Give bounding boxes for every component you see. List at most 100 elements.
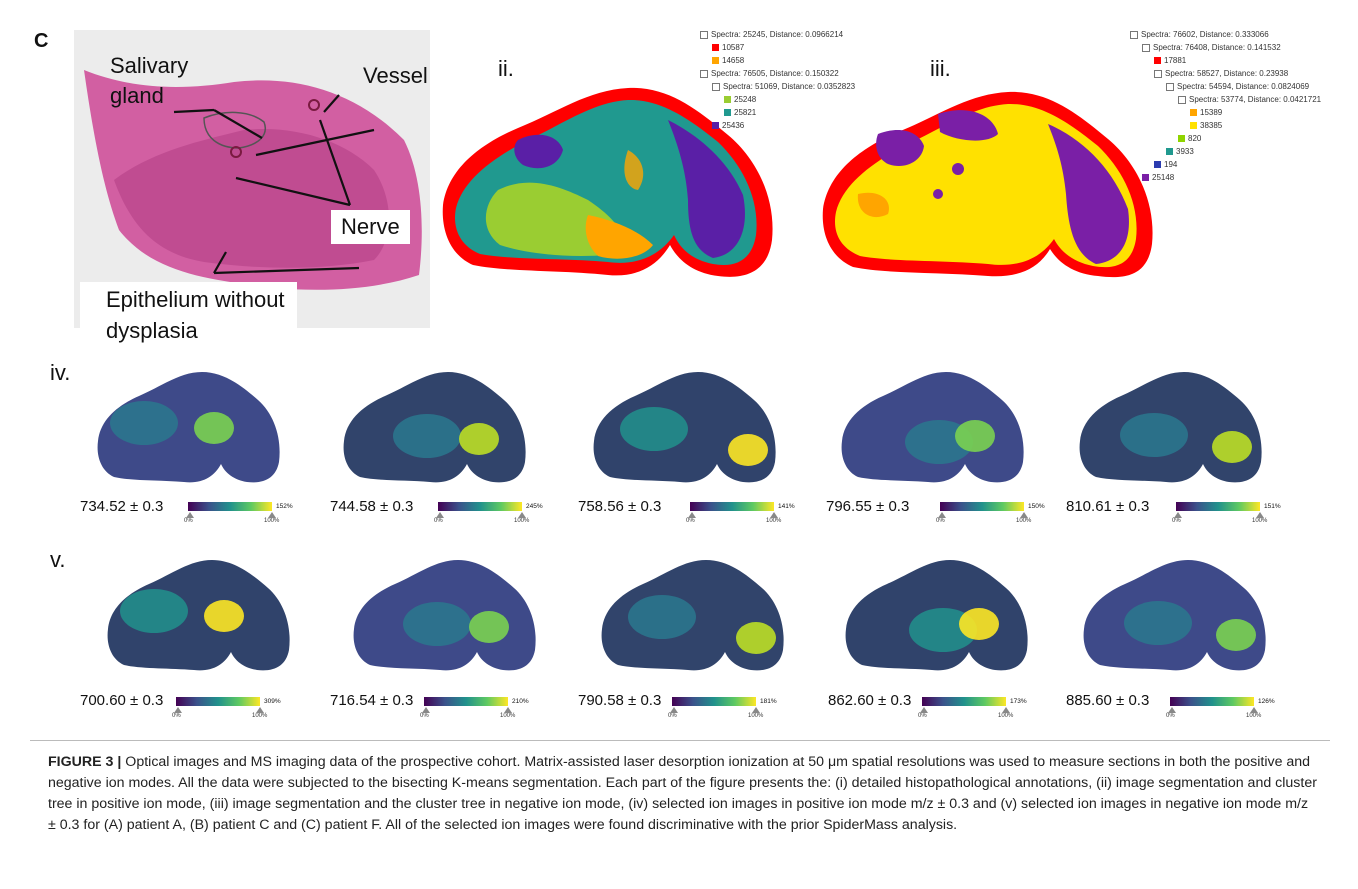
colorbar-marker-icon	[1020, 512, 1028, 518]
colorbar-marker-icon	[770, 512, 778, 518]
tree-iii-leaf-2: 15389	[1190, 106, 1222, 119]
color-swatch-icon	[712, 122, 719, 129]
ion-image	[842, 556, 1030, 674]
cluster-tree-positive: Spectra: 25245, Distance: 0.0966214 1058…	[700, 28, 900, 138]
colorbar	[424, 697, 508, 706]
tree-iii-node-3: Spectra: 58527, Distance: 0.23938	[1154, 67, 1288, 80]
colorbar-100-tick: 100%	[1252, 518, 1268, 524]
tree-ii-node-2: Spectra: 76505, Distance: 0.150322	[700, 67, 839, 80]
ion-image	[104, 556, 292, 674]
ion-mz-label: 758.56 ± 0.3	[578, 498, 662, 515]
tree-ii-leaf-4: 25821	[724, 106, 756, 119]
colorbar-marker-icon	[938, 512, 946, 518]
ion-image	[94, 368, 282, 486]
tree-iii-node-4: Spectra: 54594, Distance: 0.0824069	[1166, 80, 1309, 93]
colorbar-min-tick: 0%	[434, 518, 443, 524]
colorbar-max-label: 150%	[1028, 503, 1045, 510]
tree-iii-leaf-5: 3933	[1166, 145, 1194, 158]
tree-expander-icon	[1178, 95, 1186, 104]
tree-expander-icon	[1154, 69, 1162, 78]
colorbar	[176, 697, 260, 706]
colorbar	[922, 697, 1006, 706]
colorbar-marker-icon	[1002, 707, 1010, 713]
colorbar	[1170, 697, 1254, 706]
tree-ii-leaf-2: 14658	[712, 54, 744, 67]
ion-mz-label: 734.52 ± 0.3	[80, 498, 164, 515]
label-v: v.	[50, 547, 66, 572]
colorbar-100-tick: 100%	[500, 713, 516, 719]
label-iii: iii.	[930, 56, 951, 81]
colorbar	[188, 502, 272, 511]
annotation-salivary-gland: Salivary gland	[110, 51, 188, 111]
colorbar-marker-icon	[186, 512, 194, 518]
color-swatch-icon	[1190, 122, 1197, 129]
color-swatch-icon	[1178, 135, 1185, 142]
color-swatch-icon	[724, 96, 731, 103]
colorbar-marker-icon	[504, 707, 512, 713]
tree-ii-node-1: Spectra: 25245, Distance: 0.0966214	[700, 28, 843, 41]
label-iv: iv.	[50, 360, 71, 385]
colorbar-max-label: 245%	[526, 503, 543, 510]
tree-expander-icon	[700, 30, 708, 39]
color-swatch-icon	[1154, 161, 1161, 168]
annotation-epithelium-line2: dysplasia	[106, 318, 198, 343]
color-swatch-icon	[724, 109, 731, 116]
ion-image	[838, 368, 1026, 486]
color-swatch-icon	[1142, 174, 1149, 181]
annotation-vessel: Vessel	[363, 63, 428, 88]
colorbar-100-tick: 100%	[748, 713, 764, 719]
tree-iii-leaf-3: 38385	[1190, 119, 1222, 132]
colorbar-max-label: 152%	[276, 503, 293, 510]
color-swatch-icon	[1166, 148, 1173, 155]
ion-mz-label: 862.60 ± 0.3	[828, 692, 912, 709]
figure-caption: FIGURE 3 | Optical images and MS imaging…	[48, 752, 1318, 836]
colorbar-marker-icon	[670, 707, 678, 713]
color-swatch-icon	[1154, 57, 1161, 64]
colorbar-100-tick: 100%	[766, 518, 782, 524]
colorbar-max-label: 173%	[1010, 698, 1027, 705]
colorbar-marker-icon	[688, 512, 696, 518]
ion-mz-label: 700.60 ± 0.3	[80, 692, 164, 709]
colorbar	[690, 502, 774, 511]
colorbar-100-tick: 100%	[264, 518, 280, 524]
ion-mz-label: 796.55 ± 0.3	[826, 498, 910, 515]
ion-mz-label: 716.54 ± 0.3	[330, 692, 414, 709]
colorbar	[940, 502, 1024, 511]
colorbar-min-tick: 0%	[172, 713, 181, 719]
colorbar-marker-icon	[1250, 707, 1258, 713]
tree-expander-icon	[1130, 30, 1138, 39]
colorbar-max-label: 210%	[512, 698, 529, 705]
tree-iii-node-5: Spectra: 53774, Distance: 0.0421721	[1178, 93, 1321, 106]
tree-iii-leaf-4: 820	[1178, 132, 1201, 145]
ion-image	[590, 368, 778, 486]
tree-expander-icon	[700, 69, 708, 78]
histology-image	[74, 30, 430, 328]
ion-image	[350, 556, 538, 674]
colorbar-min-tick: 0%	[936, 518, 945, 524]
annotation-salivary-line2: gland	[110, 83, 164, 108]
tree-iii-node-2: Spectra: 76408, Distance: 0.141532	[1142, 41, 1281, 54]
tree-expander-icon	[1142, 43, 1150, 52]
colorbar-max-label: 181%	[760, 698, 777, 705]
caption-text: Optical images and MS imaging data of th…	[48, 754, 1317, 833]
colorbar	[672, 697, 756, 706]
colorbar-max-label: 126%	[1258, 698, 1275, 705]
colorbar-100-tick: 100%	[252, 713, 268, 719]
cluster-tree-negative: Spectra: 76602, Distance: 0.333066 Spect…	[1130, 28, 1340, 188]
tree-iii-leaf-6: 194	[1154, 158, 1177, 171]
colorbar-marker-icon	[1174, 512, 1182, 518]
ion-image	[1080, 556, 1268, 674]
color-swatch-icon	[712, 44, 719, 51]
colorbar-marker-icon	[256, 707, 264, 713]
label-ii: ii.	[498, 56, 514, 81]
segmentation-negative	[818, 84, 1158, 280]
tree-iii-leaf-1: 17881	[1154, 54, 1186, 67]
colorbar-100-tick: 100%	[998, 713, 1014, 719]
colorbar-min-tick: 0%	[686, 518, 695, 524]
ion-mz-label: 810.61 ± 0.3	[1066, 498, 1150, 515]
colorbar-100-tick: 100%	[1016, 518, 1032, 524]
ion-mz-label: 744.58 ± 0.3	[330, 498, 414, 515]
tree-expander-icon	[1166, 82, 1174, 91]
colorbar-100-tick: 100%	[1246, 713, 1262, 719]
colorbar-min-tick: 0%	[184, 518, 193, 524]
